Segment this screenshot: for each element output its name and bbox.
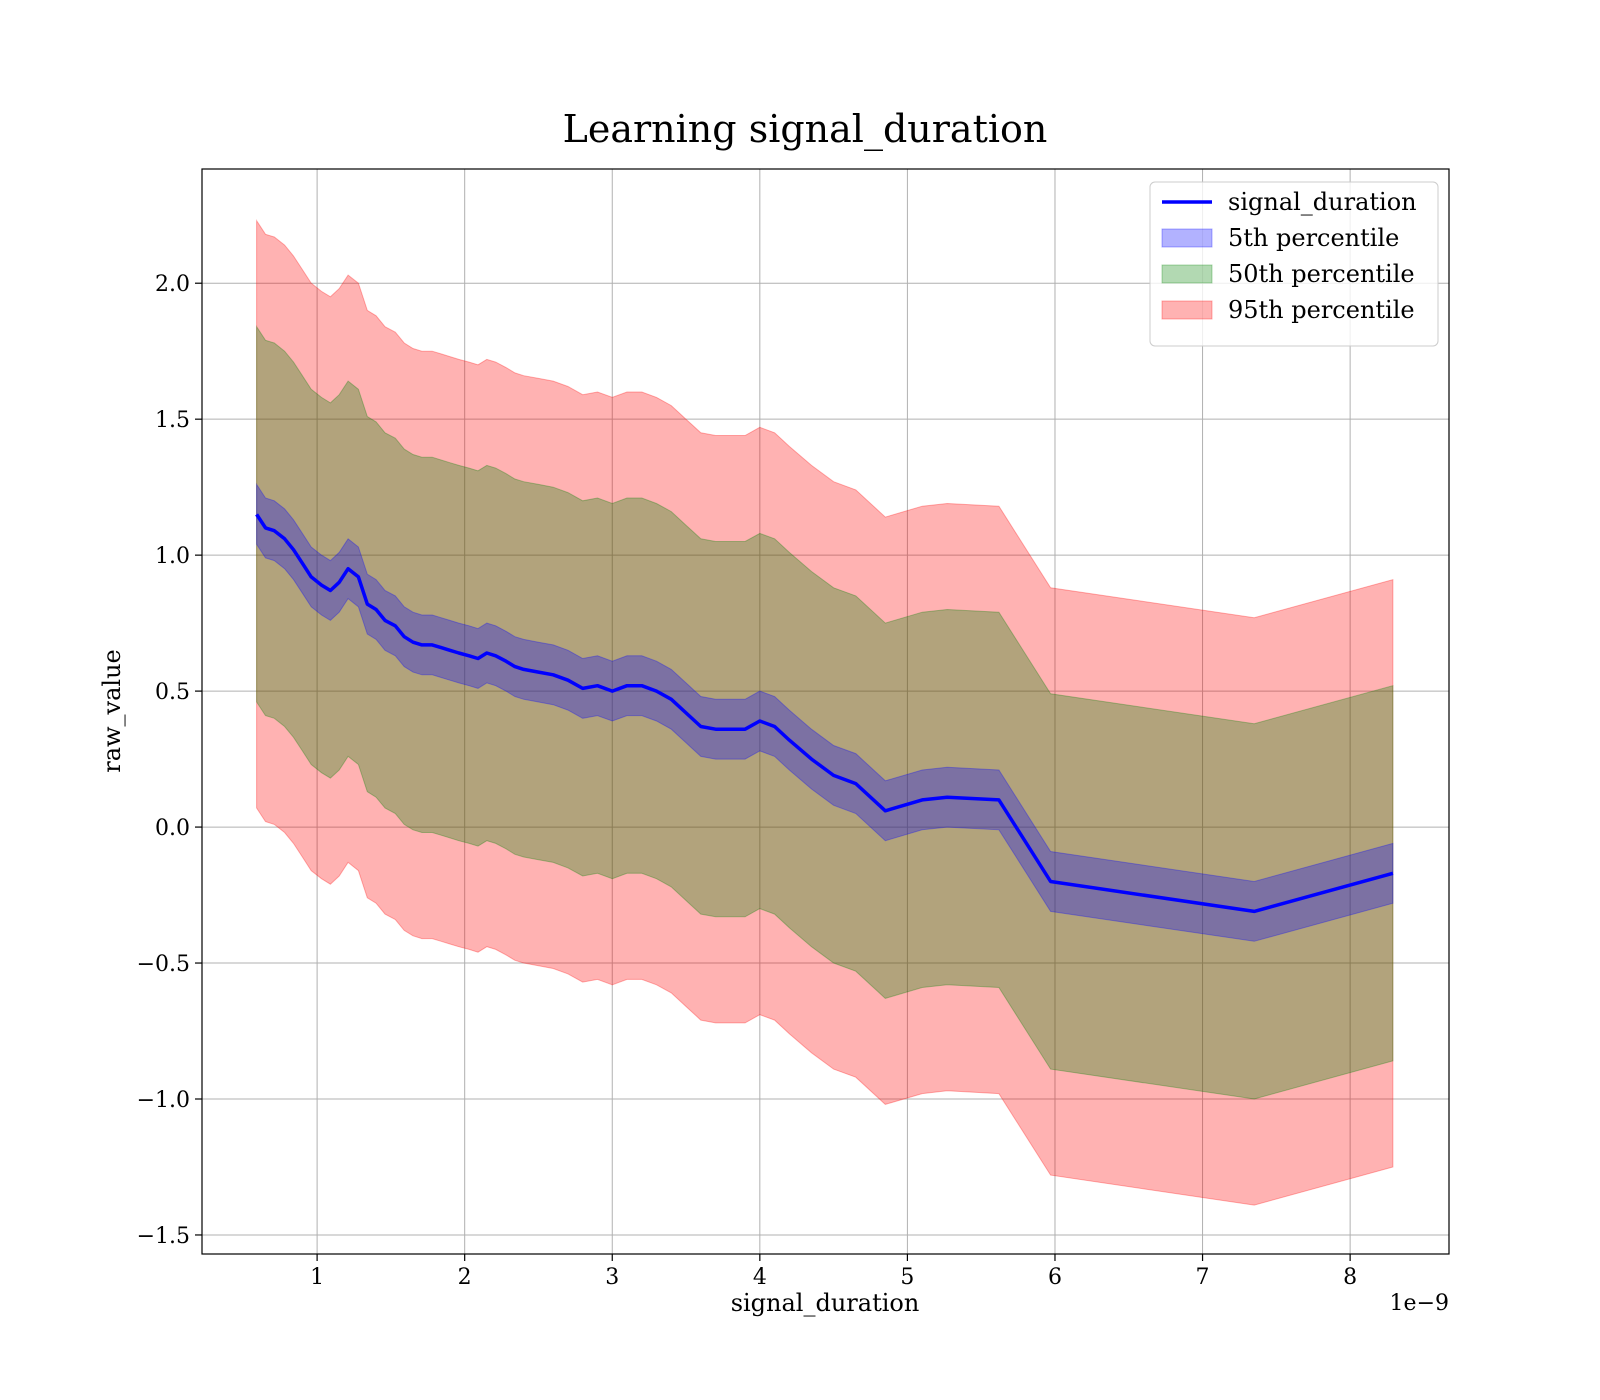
y-tick-label: −0.5 xyxy=(137,952,190,977)
y-tick-label: 1.0 xyxy=(155,544,190,569)
y-tick-label: 0.0 xyxy=(155,816,190,841)
legend-label-50th-percentile: 50th percentile xyxy=(1228,260,1415,288)
grid xyxy=(202,169,1449,1254)
x-tick-label: 8 xyxy=(1343,1265,1357,1290)
legend-label-5th-percentile: 5th percentile xyxy=(1228,224,1399,252)
x-axis-offset-label: 1e−9 xyxy=(1390,1291,1449,1316)
x-tick-label: 1 xyxy=(310,1265,324,1290)
y-tick-label: 0.5 xyxy=(155,680,190,705)
legend-label-signal-duration: signal_duration xyxy=(1228,188,1417,216)
band-50th-percentile xyxy=(256,325,1394,1100)
series-line-layer xyxy=(255,513,1394,914)
legend: signal_duration 5th percentile 50th percen… xyxy=(1149,181,1439,347)
chart-title: Learning signal_duration xyxy=(563,107,1048,152)
percentile-bands xyxy=(256,219,1394,1206)
y-axis-label: raw_value xyxy=(98,649,126,773)
x-tick-label: 5 xyxy=(900,1265,914,1290)
legend-label-95th-percentile: 95th percentile xyxy=(1228,296,1415,324)
y-tick-label: −1.5 xyxy=(137,1224,190,1249)
x-tick-label: 4 xyxy=(753,1265,767,1290)
axis-ticks: 1 2 3 4 5 6 7 8 −1.5 −1.0 −0.5 0.0 0.5 1.0 1.5 2.0 xyxy=(137,272,1358,1290)
legend-swatch-50th-percentile xyxy=(1161,264,1213,284)
legend-swatch-5th-percentile xyxy=(1161,228,1213,248)
legend-swatch-95th-percentile xyxy=(1161,300,1213,320)
x-tick-label: 3 xyxy=(605,1265,619,1290)
x-tick-label: 2 xyxy=(458,1265,472,1290)
series-line-signal-duration xyxy=(255,513,1394,914)
y-tick-label: −1.0 xyxy=(137,1088,190,1113)
legend-box xyxy=(1149,181,1439,347)
x-axis-label: signal_duration xyxy=(731,1289,920,1317)
x-tick-label: 7 xyxy=(1196,1265,1210,1290)
band-5th-percentile xyxy=(256,482,1394,942)
band-95th-percentile xyxy=(256,219,1394,1206)
y-tick-label: 2.0 xyxy=(155,272,190,297)
y-tick-label: 1.5 xyxy=(155,408,190,433)
plot-frame xyxy=(201,168,1450,1255)
x-tick-label: 6 xyxy=(1048,1265,1062,1290)
